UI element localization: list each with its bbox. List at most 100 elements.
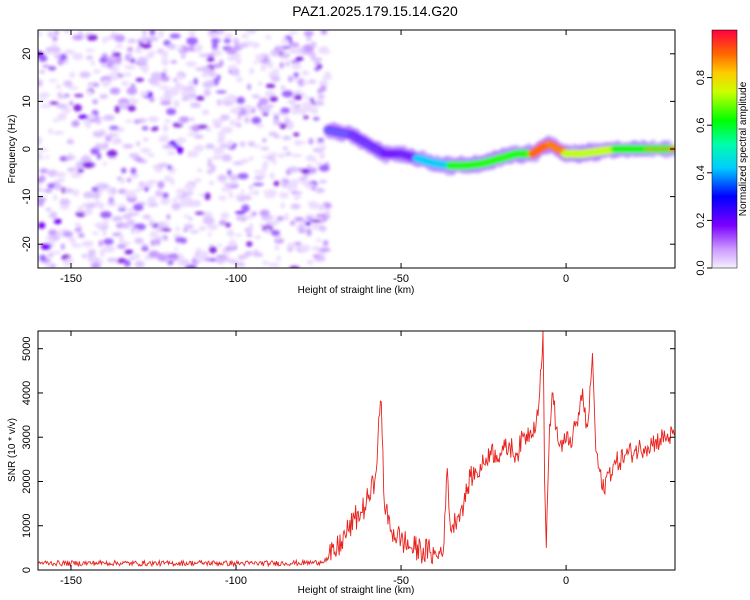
heatmap-noise-cell	[180, 88, 190, 97]
heatmap-noise-cell	[176, 261, 189, 266]
heatmap-noise-cell	[136, 56, 148, 65]
heatmap-noise-cell	[103, 245, 116, 253]
heatmap-noise-cell	[273, 118, 280, 126]
heatmap-noise-cell	[265, 83, 276, 89]
heatmap-noise-cell	[171, 198, 178, 203]
heatmap-noise-cell	[258, 106, 271, 113]
heatmap-noise-cell	[305, 213, 315, 218]
heatmap-noise-cell	[226, 48, 237, 55]
heatmap-noise-cell	[120, 225, 130, 229]
heatmap-noise-cell	[181, 96, 189, 102]
heatmap-noise-cell	[317, 94, 325, 100]
heatmap-noise-cell	[124, 259, 131, 267]
heatmap-noise-cell	[197, 168, 203, 173]
heatmap-noise-cell	[167, 150, 176, 156]
heatmap-noise-cell	[112, 52, 121, 58]
heatmap-noise-cell	[291, 109, 301, 115]
heatmap-noise-cell	[315, 161, 323, 166]
heatmap-noise-cell	[176, 188, 185, 194]
heatmap-noise-cell	[175, 138, 183, 146]
heatmap-noise-cell	[190, 200, 200, 206]
heatmap-noise-cell	[47, 31, 54, 38]
heatmap-noise-cell	[210, 164, 216, 173]
heatmap-noise-cell	[50, 250, 62, 255]
heatmap-noise-cell	[262, 112, 269, 116]
heatmap-noise-cell	[183, 191, 194, 196]
heatmap-noise-cell	[45, 51, 56, 55]
heatmap-noise-cell	[157, 30, 164, 38]
heatmap-noise-cell	[50, 234, 60, 242]
heatmap-noise-cell	[128, 207, 133, 213]
heatmap-noise-cell	[236, 76, 243, 83]
heatmap-noise-cell	[263, 190, 271, 195]
heatmap-noise-cell	[281, 38, 290, 44]
heatmap-noise-cell	[73, 104, 82, 112]
heatmap-noise-cell	[190, 151, 199, 157]
heatmap-noise-cell	[162, 124, 169, 133]
heatmap-noise-cell	[125, 119, 133, 123]
heatmap-noise-cell	[288, 123, 294, 128]
heatmap-noise-cell	[308, 137, 314, 145]
heatmap-noise-cell	[38, 79, 44, 88]
heatmap-noise-cell	[252, 182, 264, 186]
colorbar: 0.0 0.2 0.4 0.6 0.8 Normalized spectral ampl…	[695, 29, 749, 276]
heatmap-noise-cell	[72, 52, 84, 61]
heatmap-noise-cell	[314, 66, 320, 72]
snr-y-tick-label: 1000	[21, 513, 33, 537]
heatmap-noise-cell	[215, 256, 226, 264]
heatmap-noise-cell	[147, 116, 159, 123]
heatmap-noise-cell	[186, 37, 198, 45]
heatmap-noise-cell	[230, 107, 241, 114]
heatmap-noise-cell	[40, 104, 51, 109]
heatmap-y-tick-label: -10	[21, 189, 33, 205]
heatmap-noise-cell	[46, 261, 52, 268]
heatmap-noise-cell	[303, 115, 309, 120]
heatmap-noise-cell	[134, 260, 145, 268]
heatmap-noise-cell	[301, 70, 310, 76]
heatmap-noise-cell	[106, 257, 119, 263]
heatmap-noise-cell	[74, 227, 82, 233]
colorbar-tick-label: 0.4	[695, 165, 707, 180]
heatmap-noise-cell	[189, 230, 200, 234]
heatmap-noise-cell	[310, 41, 317, 48]
heatmap-noise-cell	[106, 61, 114, 69]
heatmap-noise-cell	[212, 154, 223, 160]
heatmap-noise-cell	[302, 219, 307, 224]
heatmap-noise-cell	[293, 62, 300, 69]
heatmap-noise-cell	[102, 161, 108, 166]
heatmap-noise-cell	[110, 66, 119, 73]
heatmap-noise-cell	[173, 99, 180, 108]
heatmap-noise-cell	[170, 60, 177, 64]
heatmap-noise-cell	[85, 202, 97, 209]
heatmap-noise-cell	[52, 118, 60, 123]
heatmap-noise-cell	[103, 114, 115, 121]
heatmap-noise-cell	[197, 124, 208, 129]
heatmap-noise-cell	[314, 100, 325, 106]
heatmap-noise-cell	[57, 112, 67, 121]
heatmap-noise-cell	[84, 48, 95, 53]
figure-title: PAZ1.2025.179.15.14.G20	[292, 3, 458, 19]
heatmap-noise-cell	[287, 100, 296, 104]
heatmap-noise-cell	[60, 243, 65, 250]
heatmap-noise-cell	[281, 90, 294, 98]
heatmap-noise-cell	[274, 244, 280, 251]
heatmap-noise-cell	[176, 146, 184, 155]
heatmap-noise-cell	[305, 221, 311, 226]
heatmap-noise-cell	[299, 107, 308, 113]
heatmap-noise-cell	[83, 209, 91, 215]
heatmap-noise-cell	[53, 183, 63, 191]
heatmap-noise-cell	[299, 244, 311, 252]
heatmap-noise-cell	[116, 244, 127, 249]
heatmap-noise-cell	[237, 254, 245, 260]
heatmap-noise-cell	[62, 107, 72, 114]
colorbar-gradient	[711, 29, 738, 269]
heatmap-noise-cell	[254, 54, 264, 60]
heatmap-noise-cell	[264, 90, 276, 98]
heatmap-noise-cell	[38, 69, 46, 74]
heatmap-noise-cell	[167, 43, 177, 50]
heatmap-noise-cell	[224, 33, 234, 39]
heatmap-noise-cell	[185, 264, 197, 268]
heatmap-noise-cell	[48, 66, 57, 71]
heatmap-noise-cell	[170, 256, 179, 261]
heatmap-noise-cell	[312, 147, 324, 153]
